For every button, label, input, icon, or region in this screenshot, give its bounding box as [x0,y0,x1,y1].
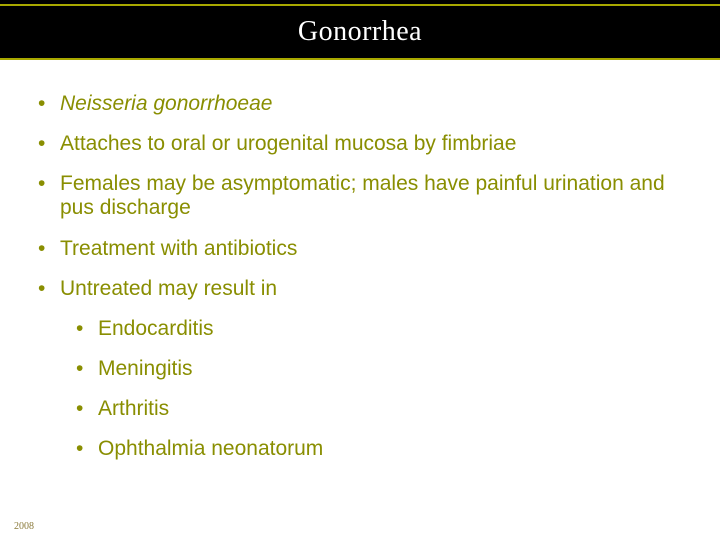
list-item: Endocarditis [76,317,690,341]
list-item: Females may be asymptomatic; males have … [38,172,690,220]
bullet-text: Treatment with antibiotics [60,237,297,260]
list-item: Untreated may result in [38,277,690,301]
bullet-text: Untreated may result in [60,277,277,300]
list-item: Meningitis [76,357,690,381]
bullet-text: Arthritis [98,397,169,420]
page-title: Gonorrhea [0,16,720,48]
bullet-text: Neisseria gonorrhoeae [60,92,272,115]
list-item: Attaches to oral or urogenital mucosa by… [38,132,690,156]
list-item: Neisseria gonorrhoeae [38,92,690,116]
bullet-text: Meningitis [98,357,193,380]
bullet-text: Females may be asymptomatic; males have … [60,172,665,219]
slide: Gonorrhea Neisseria gonorrhoeae Attaches… [0,0,720,540]
sub-list: Endocarditis Meningitis Arthritis Ophtha… [38,317,690,462]
content-area: Neisseria gonorrhoeae Attaches to oral o… [38,92,690,477]
list-item: Arthritis [76,397,690,421]
bullet-text: Ophthalmia neonatorum [98,437,323,460]
list-item: Ophthalmia neonatorum [76,437,690,461]
bullet-text: Attaches to oral or urogenital mucosa by… [60,132,516,155]
title-band: Gonorrhea [0,0,720,60]
footer-year: 2008 [14,521,34,532]
list-item: Treatment with antibiotics [38,237,690,261]
bullet-text: Endocarditis [98,317,214,340]
